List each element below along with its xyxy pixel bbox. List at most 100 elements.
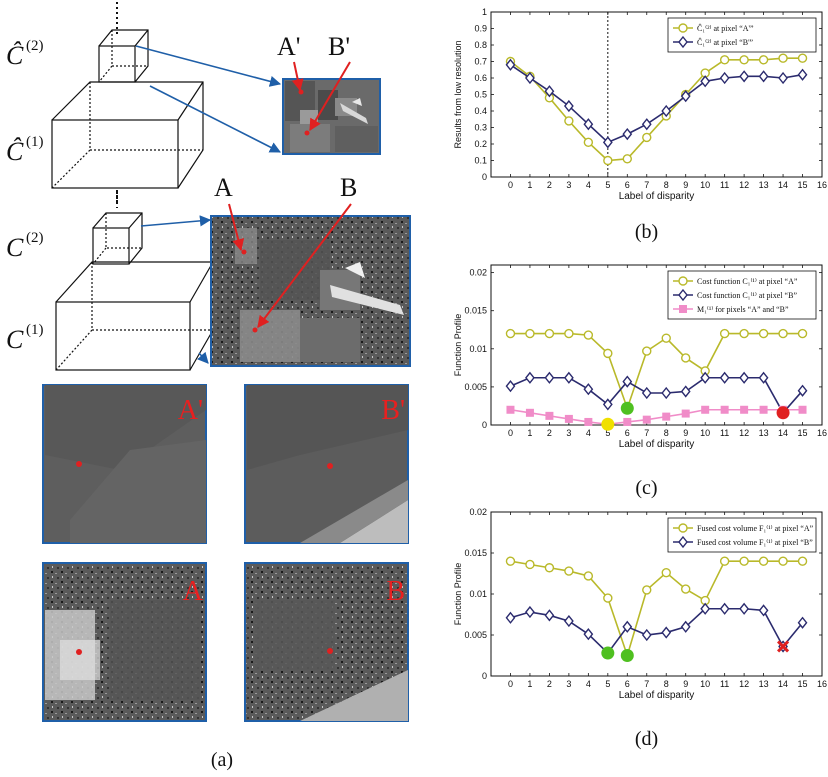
x-tick-label: 13 <box>759 679 769 689</box>
data-point <box>642 346 652 356</box>
data-point <box>622 620 633 633</box>
data-point <box>758 371 769 384</box>
panel-caption: (d) <box>635 728 658 750</box>
data-point <box>797 616 808 629</box>
series-1 <box>505 328 808 413</box>
legend-entry: M₁⁽¹⁾ for pixels “A” and “B” <box>697 305 789 314</box>
legend-marker <box>678 288 688 302</box>
x-tick-label: 0 <box>508 679 513 689</box>
highlight-marker <box>620 401 634 415</box>
data-point <box>719 556 730 566</box>
pyramid-hat <box>51 2 204 205</box>
data-point <box>525 371 535 384</box>
data-point <box>661 104 672 118</box>
y-tick-label: 0.01 <box>469 589 487 599</box>
data-point <box>680 385 691 398</box>
data-point <box>739 328 749 339</box>
data-point <box>720 405 729 414</box>
label-c2-sup: (2) <box>26 230 44 246</box>
y-tick-label: 0.005 <box>464 382 487 392</box>
point-b-marker <box>252 327 258 333</box>
legend-marker <box>678 35 688 49</box>
series-line <box>510 560 803 659</box>
data-point <box>798 405 807 414</box>
high-res-disparity-image <box>210 215 411 367</box>
data-point <box>583 383 594 396</box>
label-c1-sup: (1) <box>26 322 44 338</box>
data-point <box>661 333 671 343</box>
x-tick-label: 8 <box>664 679 669 689</box>
x-tick-label: 8 <box>664 180 669 190</box>
pyramid-base <box>55 192 214 371</box>
data-point <box>719 328 730 339</box>
data-point <box>661 626 672 639</box>
series-line <box>510 64 803 144</box>
data-point <box>740 405 749 414</box>
x-tick-label: 12 <box>739 679 749 689</box>
data-point <box>681 409 690 418</box>
y-tick-label: 0.02 <box>469 507 487 517</box>
data-point <box>622 127 633 141</box>
data-point <box>739 602 750 615</box>
x-tick-label: 1 <box>527 679 532 689</box>
data-point <box>759 405 768 414</box>
legend-marker <box>678 276 688 286</box>
data-point <box>642 132 652 143</box>
series-line <box>510 408 803 426</box>
data-point <box>778 556 788 566</box>
legend-marker <box>678 523 688 533</box>
chart-c: 0 1 2 3 4 5 6 7 8 9 10 11 12 13 14 15 1600.0050.010.0150… <box>453 264 827 499</box>
data-point <box>642 415 651 424</box>
data-point <box>797 328 808 339</box>
x-tick-label: 6 <box>625 679 630 689</box>
data-point <box>506 405 515 414</box>
x-tick-label: 2 <box>547 180 552 190</box>
x-tick-label: 11 <box>720 679 729 689</box>
x-tick-label: 14 <box>778 428 788 438</box>
highlight-marker <box>601 417 615 431</box>
data-point <box>680 620 691 633</box>
x-tick-label: 5 <box>605 679 610 689</box>
x-tick-label: 13 <box>759 428 769 438</box>
x-tick-label: 16 <box>817 180 827 190</box>
x-tick-label: 5 <box>605 180 610 190</box>
x-tick-label: 13 <box>759 180 769 190</box>
x-tick-label: 6 <box>625 180 630 190</box>
y-tick-label: 0.02 <box>469 268 487 278</box>
legend-entry: Fused cost volume F₁⁽¹⁾ at pixel “B” <box>697 538 813 547</box>
y-tick-label: 0.5 <box>474 90 487 100</box>
data-point <box>778 328 788 339</box>
data-point <box>739 371 750 384</box>
data-point <box>583 118 594 131</box>
x-axis-label: Label of disparity <box>619 439 695 450</box>
x-tick-label: 9 <box>683 428 688 438</box>
x-tick-label: 0 <box>508 180 513 190</box>
x-tick-label: 3 <box>566 679 571 689</box>
data-point <box>719 371 730 384</box>
y-tick-label: 0.1 <box>474 156 487 166</box>
data-point <box>525 71 535 85</box>
y-tick-label: 0.4 <box>474 106 487 116</box>
data-point <box>642 585 652 595</box>
x-tick-label: 11 <box>720 180 729 190</box>
data-point <box>545 411 554 420</box>
data-point <box>525 605 535 619</box>
y-tick-label: 0 <box>482 671 487 681</box>
data-point <box>563 371 574 384</box>
data-point <box>623 417 632 426</box>
series-2 <box>505 371 808 419</box>
x-tick-label: 10 <box>700 428 710 438</box>
x-tick-label: 8 <box>664 428 669 438</box>
data-point <box>797 384 808 397</box>
x-tick-label: 15 <box>798 428 808 438</box>
x-tick-label: 9 <box>683 679 688 689</box>
x-axis-label: Label of disparity <box>619 191 695 202</box>
data-point <box>719 602 730 615</box>
data-point <box>525 559 535 570</box>
series-line <box>510 376 804 415</box>
data-point <box>544 371 555 384</box>
panel-caption: (c) <box>635 477 657 499</box>
crop-label-a-prime: A' <box>178 395 203 426</box>
data-point <box>505 611 516 624</box>
x-tick-label: 7 <box>644 428 649 438</box>
